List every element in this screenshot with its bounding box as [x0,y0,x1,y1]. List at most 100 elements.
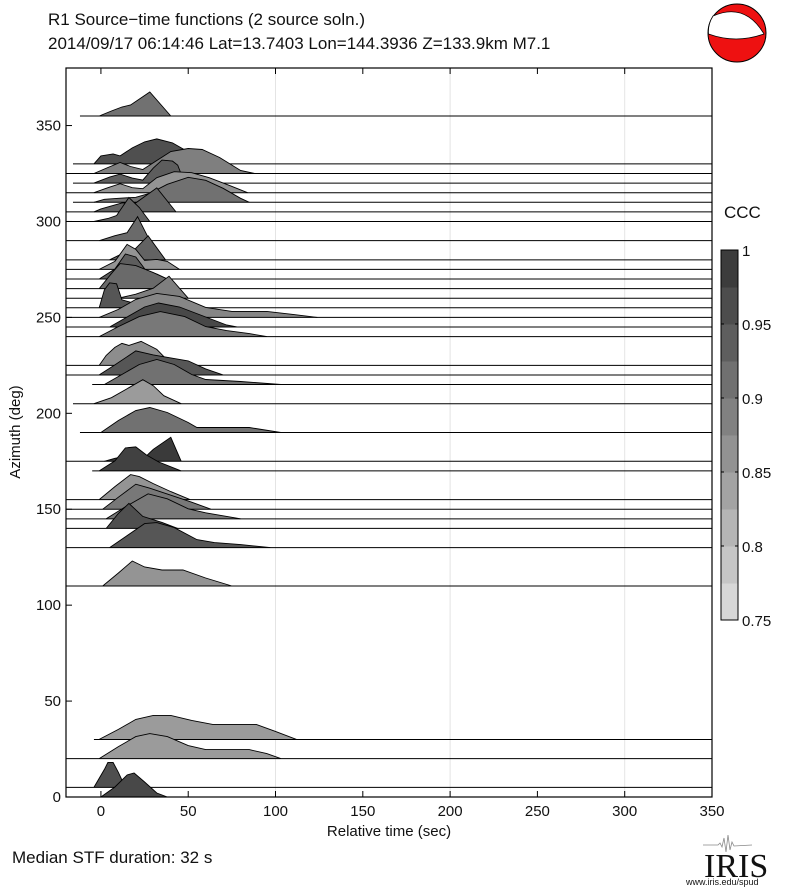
y-tick-label: 250 [36,309,61,326]
stf-outline [93,176,250,203]
stf-outline [99,215,151,242]
stf-trace-az-290 [66,215,712,242]
x-tick-label: 350 [699,803,724,820]
stf-outline [93,138,203,165]
colorbar-tick-label: 0.8 [742,539,763,556]
median-duration: Median STF duration: 32 s [12,848,212,867]
stf-trace-az-190 [79,407,712,433]
stf-outline [102,560,233,587]
stf-outline [93,148,255,174]
stf-fill [102,561,232,586]
x-tick-label: 200 [438,803,463,820]
stf-trace-az-130 [66,522,712,549]
stf-fill [104,359,281,385]
colorbar-label: CCC [724,203,761,222]
stf-outline [109,522,271,549]
x-tick-label: 300 [612,803,637,820]
stf-outline [102,483,212,510]
y-tick-label: 150 [36,501,61,518]
y-tick-label: 200 [36,405,61,422]
stf-fill [93,197,150,222]
stf-fill [93,187,176,212]
traces [66,91,712,798]
stf-fill [104,437,182,462]
stf-outline [105,502,178,529]
stf-outline [93,196,151,222]
colorbar-tick-label: 1 [742,243,750,260]
x-tick-label: 100 [263,803,288,820]
stf-trace-az-145 [66,493,712,520]
iris-logo: IRIS www.iris.edu/spud [685,834,768,887]
beachball-icon [707,3,767,63]
chart-title: R1 Source−time functions (2 source soln.… [48,10,365,29]
stf-fill [109,522,271,548]
stf-fill [99,282,154,308]
x-tick-label: 0 [97,803,105,820]
y-tick-label: 50 [44,693,61,710]
y-axis-label: Azimuth (deg) [7,385,24,478]
y-tick-label: 350 [36,118,61,135]
stf-outline [98,714,297,740]
stf-trace-az-175 [66,436,712,462]
stf-fill [99,263,180,289]
stf-outline [93,761,126,788]
stf-trace-az-240 [66,311,712,338]
stf-fill [93,177,250,203]
x-tick-label: 250 [525,803,550,820]
colorbar-band [721,435,738,473]
iris-logo-text: IRIS [704,848,768,885]
stf-trace-az-205 [72,379,712,405]
stf-outline [104,359,281,385]
y-tick-label: 100 [36,597,61,614]
colorbar-band [721,287,738,325]
stf-fill [100,773,168,797]
colorbar: 0.75 0.8 0.85 0.9 0.95 1 [720,243,771,630]
stf-trace-az-310 [72,176,712,203]
stf-outline [118,275,189,299]
stf-outline [98,311,267,338]
seismogram-icon [703,834,753,853]
stf-fill [106,493,241,519]
stf-outline [109,302,238,328]
stf-fill [99,715,297,740]
colorbar-band [721,583,738,621]
stf-outline [98,340,173,366]
colorbar-band [721,250,738,288]
x-axis-label: Relative time (sec) [327,823,451,840]
colorbar-frame [720,249,739,621]
stf-trace-az-110 [66,560,712,587]
colorbar-tick-label: 0.9 [742,391,763,408]
colorbar-band [721,472,738,510]
axes: 0 50 100 150 200 250 300 350 0 50 100 150 200 250 300 3… [36,68,725,820]
stf-outline [98,474,191,501]
event-info: 2014/09/17 06:14:46 Lat=13.7403 Lon=144.… [48,34,550,53]
stf-trace-az-0 [93,772,712,798]
y-tick-label: 0 [53,789,61,806]
stf-outline [100,772,168,798]
stf-trace-az-305 [66,187,712,213]
stf-outline [98,243,180,270]
stf-outline [99,91,172,117]
stf-fill [93,762,126,788]
stf-outline [98,733,281,760]
stf-outline [93,159,186,184]
stf-trace-az-215 [92,359,712,386]
stf-fill [118,276,189,299]
x-tick-label: 150 [350,803,375,820]
stf-fill [100,407,281,433]
colorbar-band [721,324,738,362]
stf-outline [93,171,248,194]
stf-trace-az-30 [93,714,712,740]
colorbar-tick-label: 0.95 [742,317,771,334]
stf-fill [99,216,150,241]
colorbar-band [721,398,738,436]
stf-fill [99,446,182,471]
stf-fill [93,379,182,404]
stf-outline [99,292,318,318]
stf-outline [93,379,182,405]
stf-trace-az-300 [66,196,712,222]
plot-frame [65,67,713,798]
colorbar-band [721,509,738,547]
stf-fill [99,92,171,116]
